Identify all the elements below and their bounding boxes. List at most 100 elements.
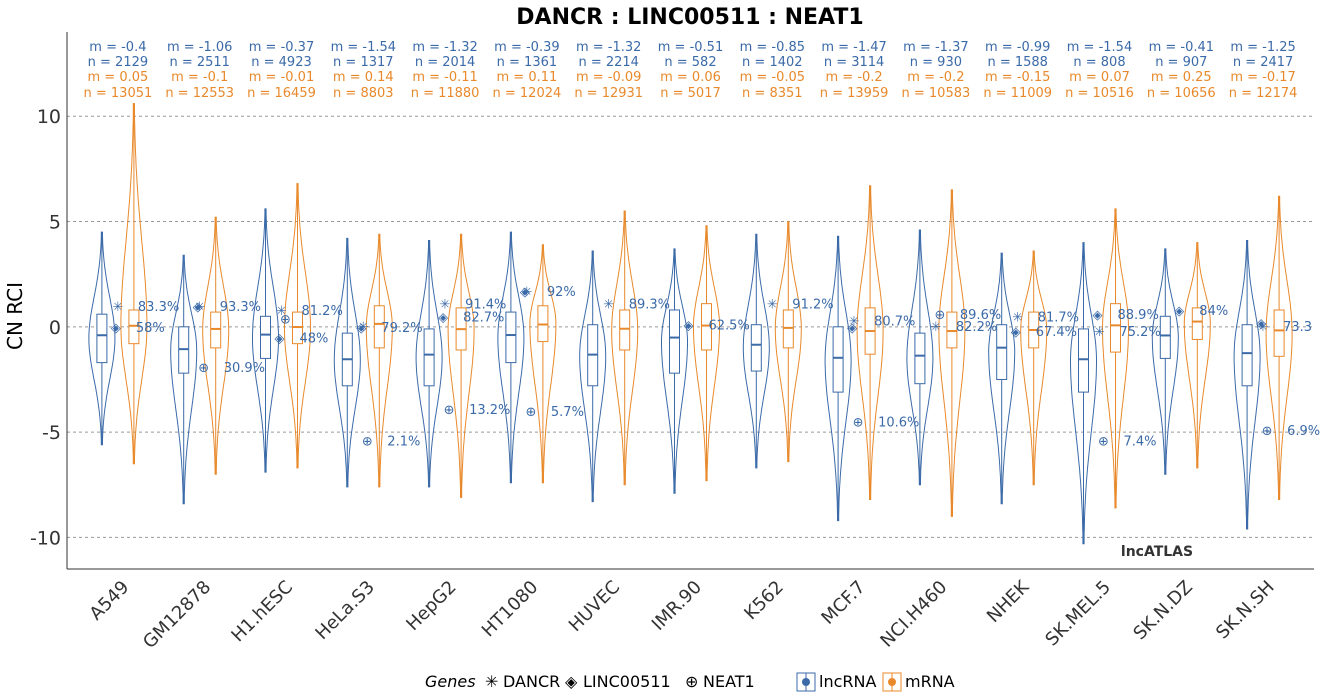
lncrna-violin — [88, 231, 116, 446]
mrna-violin — [202, 216, 230, 475]
legend: Genes ✳ DANCR ◈ LINC00511 ⊕ NEAT1 lncRNA mRNA — [425, 672, 955, 692]
x-tick-label: NHEK — [983, 576, 1034, 627]
mrna-violin — [284, 183, 311, 469]
mrna-violin — [611, 210, 639, 486]
lncrna-box — [996, 324, 1008, 380]
stat-label: n = 2014 — [415, 55, 475, 70]
percent-label: 89.3% — [629, 298, 670, 313]
stat-label: n = 10516 — [1065, 86, 1134, 101]
stat-label: m = -0.51 — [658, 40, 723, 55]
stat-label: m = 0.14 — [333, 70, 394, 85]
lncrna-violin — [333, 237, 361, 488]
stat-label: n = 11009 — [983, 86, 1052, 101]
stat-label: n = 11880 — [411, 86, 480, 101]
stat-label: m = -0.01 — [249, 70, 314, 85]
mrna-box — [1191, 307, 1203, 340]
dancr-marker: ✳ — [521, 285, 532, 300]
stat-label: n = 4923 — [251, 55, 311, 70]
dancr-marker: ✳ — [930, 320, 941, 335]
stat-label: m = -0.4 — [89, 40, 146, 55]
chart-title: DANCR : LINC00511 : NEAT1 — [516, 5, 863, 30]
percent-label: 83.3% — [138, 300, 179, 315]
stat-label: n = 2511 — [169, 55, 229, 70]
stat-label: n = 10583 — [902, 86, 971, 101]
mrna-violin — [774, 221, 802, 463]
stat-label: n = 2214 — [578, 55, 638, 70]
y-axis-label: CN RCI — [3, 282, 27, 350]
mrna-violin — [529, 244, 557, 484]
dancr-marker: ✳ — [1094, 325, 1105, 340]
lncrna-box — [423, 328, 435, 387]
percent-label: 80.7% — [874, 315, 915, 330]
percent-label: 6.9% — [1287, 424, 1320, 439]
percent-label: 13.2% — [469, 403, 510, 418]
dancr-legend-icon: ✳ — [485, 672, 498, 691]
stat-label: n = 12553 — [165, 86, 234, 101]
neat1-marker: ⊕ — [934, 308, 945, 323]
percent-label: 7.4% — [1124, 435, 1157, 450]
stat-label: n = 13051 — [84, 86, 153, 101]
lncrna-violin — [906, 229, 934, 486]
stat-label: m = -0.15 — [985, 70, 1050, 85]
x-tick-label: K562 — [740, 577, 787, 624]
y-tick-label: 0 — [49, 317, 61, 339]
lncrna-box — [1241, 324, 1253, 387]
linc00511-marker: ◈ — [1011, 325, 1021, 340]
linc00511-marker: ◈ — [356, 321, 366, 336]
mrna-violin — [120, 103, 148, 465]
stat-label: n = 16459 — [247, 86, 316, 101]
stat-label: n = 1588 — [987, 55, 1047, 70]
lncrna-violin — [170, 254, 198, 505]
stat-label: n = 12931 — [574, 86, 643, 101]
neat1-marker: ⊕ — [444, 403, 455, 418]
mrna-box — [210, 311, 222, 349]
x-tick-label: HeLa.S3 — [311, 577, 378, 644]
x-tick-label: H1.hESC — [227, 577, 297, 647]
stat-label: n = 930 — [910, 55, 962, 70]
lncrna-violin — [1151, 248, 1179, 475]
y-tick-label: 5 — [49, 212, 61, 234]
lncrna-box — [1078, 328, 1089, 393]
percent-label: 30.9% — [224, 361, 265, 376]
percent-label: 88.9% — [1118, 308, 1159, 323]
dancr-marker: ✳ — [358, 320, 369, 335]
stat-label: n = 2129 — [88, 55, 148, 70]
lncrna-box — [914, 332, 926, 385]
y-tick-label: 10 — [37, 106, 61, 128]
stat-label: n = 13959 — [820, 86, 889, 101]
stat-label: m = -1.32 — [412, 40, 477, 55]
stat-label: n = 2417 — [1233, 55, 1293, 70]
lncrna-violin — [579, 250, 607, 503]
lncrna-box — [260, 315, 271, 359]
stat-label: m = -0.37 — [249, 40, 314, 55]
legend-swatch-dot — [802, 678, 810, 686]
mrna-box — [619, 309, 631, 351]
percent-label: 73.3 — [1283, 320, 1312, 335]
legend-gene-label: LINC00511 — [583, 672, 671, 691]
dancr-marker: ✳ — [194, 300, 205, 315]
linc00511-marker: ◈ — [520, 285, 530, 300]
percent-label: 91.2% — [792, 298, 833, 313]
lncrna-violin — [497, 231, 525, 484]
mrna-box — [373, 305, 385, 349]
legend-series-label: lncRNA — [819, 672, 876, 691]
neat1-legend-icon: ⊕ — [685, 672, 698, 691]
stat-label: m = -1.37 — [903, 40, 968, 55]
mrna-box — [128, 309, 140, 345]
stat-label: m = -0.17 — [1230, 70, 1295, 85]
lncrna-violin — [1070, 242, 1097, 545]
stat-label: n = 3114 — [824, 55, 884, 70]
axes — [66, 32, 1314, 570]
percent-label: 93.3% — [220, 300, 261, 315]
lncrna-violin — [415, 240, 443, 488]
stat-label: n = 1317 — [333, 55, 393, 70]
x-tick-label: IMR.90 — [648, 577, 706, 635]
mrna-violin — [938, 189, 966, 517]
linc00511-marker: ◈ — [847, 321, 857, 336]
percent-label: 2.1% — [387, 435, 420, 450]
x-tick-label: NCI.H460 — [877, 577, 952, 652]
percent-label: 89.6% — [960, 308, 1001, 323]
lncrna-box — [96, 313, 108, 364]
stat-label: m = -1.25 — [1230, 40, 1295, 55]
